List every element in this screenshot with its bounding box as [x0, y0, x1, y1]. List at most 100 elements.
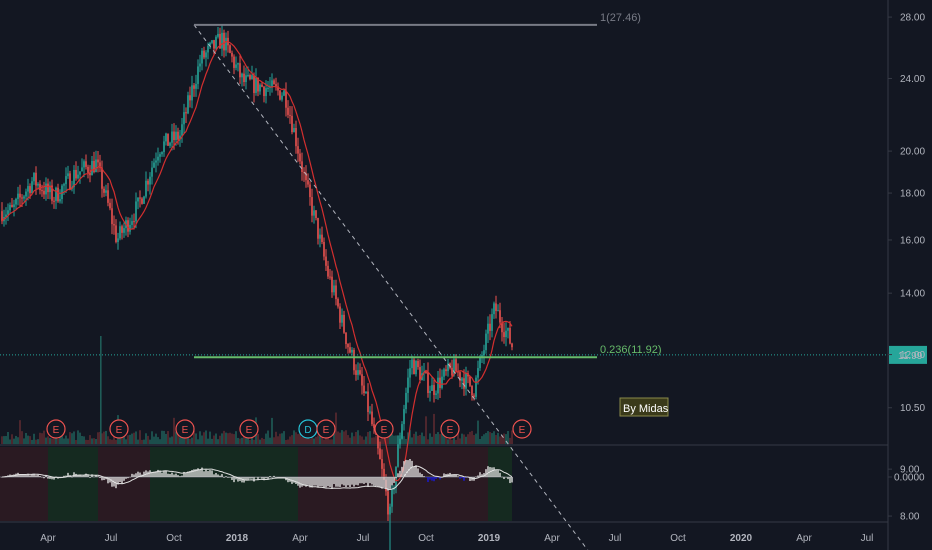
candle-body[interactable] [355, 370, 357, 375]
candle-body[interactable] [277, 86, 279, 91]
candle-body[interactable] [337, 298, 339, 307]
candle-body[interactable] [233, 56, 235, 68]
candle-body[interactable] [333, 285, 335, 293]
candle-body[interactable] [49, 185, 51, 193]
candle-body[interactable] [13, 204, 15, 208]
candle-body[interactable] [97, 159, 99, 163]
candle-body[interactable] [237, 63, 239, 65]
candle-body[interactable] [191, 85, 193, 101]
candle-body[interactable] [211, 40, 213, 43]
candle-body[interactable] [43, 190, 45, 195]
candle-body[interactable] [143, 196, 145, 204]
candle-body[interactable] [353, 349, 355, 371]
candle-body[interactable] [313, 210, 315, 216]
candle-body[interactable] [367, 391, 369, 412]
candle-body[interactable] [113, 224, 115, 226]
candle-body[interactable] [481, 355, 483, 357]
candle-body[interactable] [111, 208, 113, 225]
candle-body[interactable] [121, 226, 123, 233]
candle-body[interactable] [485, 333, 487, 351]
candle-body[interactable] [247, 74, 249, 76]
candle-body[interactable] [109, 202, 111, 209]
candle-body[interactable] [33, 172, 35, 182]
candle-body[interactable] [31, 181, 33, 194]
candle-body[interactable] [19, 193, 21, 198]
candle-body[interactable] [473, 395, 475, 397]
candle-body[interactable] [117, 238, 119, 242]
candle-body[interactable] [265, 88, 267, 97]
candle-body[interactable] [181, 124, 183, 136]
candle-body[interactable] [371, 411, 373, 425]
candle-body[interactable] [105, 190, 107, 193]
candle-body[interactable] [343, 314, 345, 333]
candle-body[interactable] [47, 183, 49, 193]
candle-body[interactable] [405, 392, 407, 410]
candle-body[interactable] [507, 328, 509, 331]
candle-body[interactable] [401, 424, 403, 439]
candle-body[interactable] [89, 172, 91, 176]
candle-body[interactable] [79, 171, 81, 175]
candle-body[interactable] [147, 180, 149, 185]
candle-body[interactable] [289, 114, 291, 116]
earnings-marker[interactable] [46, 419, 66, 439]
candle-body[interactable] [297, 146, 299, 154]
candle-body[interactable] [381, 459, 383, 469]
candle-body[interactable] [203, 50, 205, 58]
candle-body[interactable] [85, 161, 87, 167]
annotation-box[interactable] [619, 397, 669, 417]
candle-body[interactable] [417, 361, 419, 368]
candle-body[interactable] [23, 196, 25, 199]
candle-body[interactable] [499, 310, 501, 323]
candle-body[interactable] [257, 77, 259, 92]
candle-body[interactable] [59, 199, 61, 202]
candle-body[interactable] [67, 173, 69, 177]
candle-body[interactable] [309, 184, 311, 198]
candle-body[interactable] [505, 330, 507, 338]
candle-body[interactable] [361, 374, 363, 386]
candle-body[interactable] [235, 64, 237, 68]
candle-body[interactable] [279, 90, 281, 100]
candle-body[interactable] [17, 193, 19, 199]
candle-body[interactable] [135, 201, 137, 222]
candle-body[interactable] [107, 190, 109, 203]
candle-body[interactable] [101, 167, 103, 189]
candle-body[interactable] [7, 210, 9, 215]
candle-body[interactable] [469, 376, 471, 386]
candle-body[interactable] [495, 303, 497, 311]
candle-body[interactable] [139, 197, 141, 199]
candle-body[interactable] [91, 160, 93, 176]
candle-body[interactable] [493, 303, 495, 315]
candle-body[interactable] [77, 174, 79, 179]
candle-body[interactable] [95, 159, 97, 173]
candle-body[interactable] [45, 183, 47, 195]
candle-body[interactable] [389, 506, 391, 515]
candle-body[interactable] [35, 172, 37, 186]
candle-body[interactable] [503, 332, 505, 338]
candle-body[interactable] [157, 156, 159, 161]
candle-body[interactable] [65, 176, 67, 185]
candle-body[interactable] [161, 152, 163, 155]
candle-body[interactable] [141, 198, 143, 204]
candle-body[interactable] [407, 377, 409, 393]
candle-body[interactable] [437, 377, 439, 394]
candle-body[interactable] [327, 265, 329, 277]
candle-body[interactable] [175, 131, 177, 141]
candle-body[interactable] [285, 90, 287, 108]
candle-body[interactable] [273, 80, 275, 85]
candle-body[interactable] [345, 332, 347, 345]
candle-body[interactable] [275, 84, 277, 87]
candle-body[interactable] [323, 241, 325, 257]
candle-body[interactable] [301, 161, 303, 173]
candle-body[interactable] [303, 172, 305, 174]
candle-body[interactable] [223, 32, 225, 51]
candle-body[interactable] [463, 378, 465, 389]
candle-body[interactable] [57, 187, 59, 202]
candle-body[interactable] [477, 368, 479, 378]
candle-body[interactable] [1, 211, 3, 222]
candle-body[interactable] [217, 33, 219, 37]
candle-body[interactable] [187, 95, 189, 114]
candle-body[interactable] [69, 173, 71, 190]
candle-body[interactable] [153, 162, 155, 168]
candle-body[interactable] [15, 198, 17, 205]
